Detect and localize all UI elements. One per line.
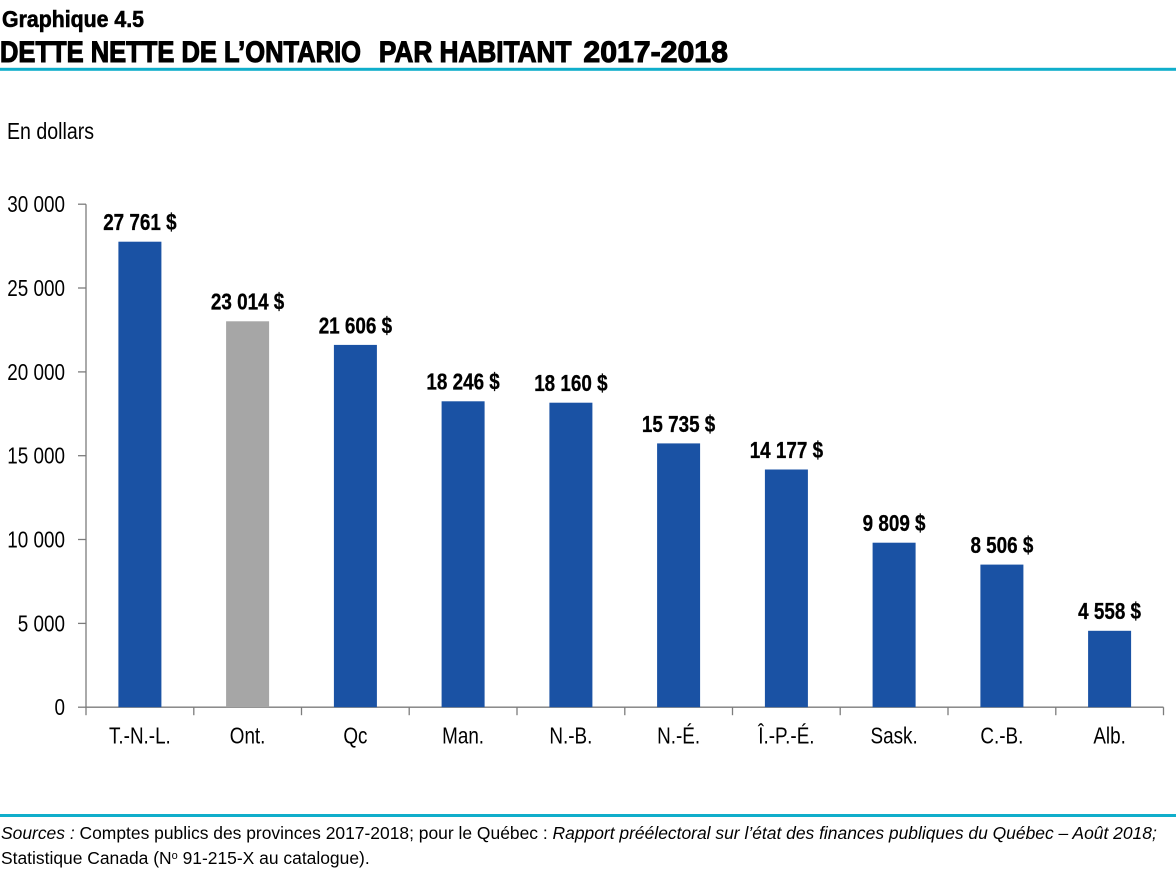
- svg-text:Alb.: Alb.: [1093, 723, 1126, 749]
- svg-text:15 735 $: 15 735 $: [642, 411, 716, 437]
- svg-text:4 558 $: 4 558 $: [1078, 598, 1141, 624]
- svg-text:30 000: 30 000: [7, 191, 65, 217]
- svg-text:T.-N.-L.: T.-N.-L.: [109, 723, 171, 749]
- svg-text:9 809 $: 9 809 $: [863, 510, 926, 536]
- svg-text:14 177 $: 14 177 $: [750, 437, 824, 463]
- svg-text:27 761 $: 27 761 $: [103, 209, 177, 235]
- svg-text:Sask.: Sask.: [871, 723, 918, 749]
- svg-text:En dollars: En dollars: [7, 118, 94, 144]
- svg-text:25 000: 25 000: [7, 275, 65, 301]
- svg-text:Qc: Qc: [343, 723, 367, 749]
- svg-text:18 246 $: 18 246 $: [426, 369, 500, 395]
- svg-text:Graphique 4.5: Graphique 4.5: [2, 6, 144, 32]
- svg-text:15 000: 15 000: [7, 443, 65, 469]
- svg-text:23 014 $: 23 014 $: [211, 289, 285, 315]
- svg-text:20 000: 20 000: [7, 359, 65, 385]
- svg-text:C.-B.: C.-B.: [980, 723, 1023, 749]
- svg-text:N.-B.: N.-B.: [549, 723, 592, 749]
- svg-text:21 606 $: 21 606 $: [319, 312, 393, 338]
- svg-text:DETTE NETTE DE L’ONTARIO: DETTE NETTE DE L’ONTARIO: [0, 36, 361, 69]
- svg-text:8 506 $: 8 506 $: [970, 532, 1033, 558]
- svg-text:PAR HABITANT: PAR HABITANT: [379, 36, 572, 69]
- svg-text:10 000: 10 000: [7, 526, 65, 552]
- svg-text:5 000: 5 000: [18, 610, 65, 636]
- svg-text:Ont.: Ont.: [230, 723, 266, 749]
- svg-text:Î.-P.-É.: Î.-P.-É.: [757, 723, 814, 749]
- svg-text:N.-É.: N.-É.: [657, 723, 700, 749]
- svg-text:2017-2018: 2017-2018: [583, 36, 728, 69]
- svg-text:0: 0: [55, 694, 66, 720]
- svg-text:Man.: Man.: [442, 723, 484, 749]
- svg-text:18 160 $: 18 160 $: [534, 370, 608, 396]
